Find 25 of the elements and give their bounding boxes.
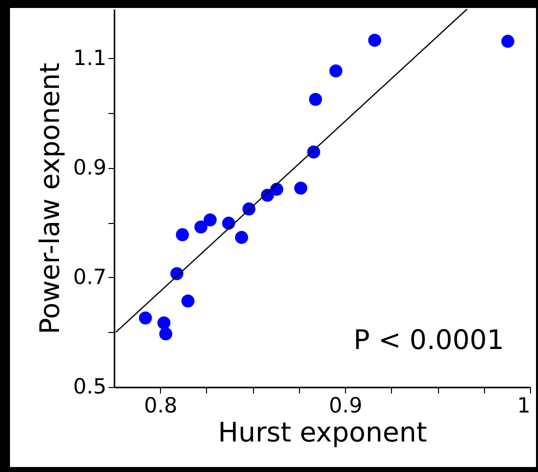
point	[329, 64, 342, 78]
point	[294, 182, 308, 195]
annotation: P < 0.0001	[353, 325, 504, 356]
x-tick-label: 0.8	[144, 394, 178, 418]
point	[501, 34, 514, 48]
y-tick-label: 0.9	[73, 155, 106, 180]
point	[157, 316, 170, 330]
point	[222, 216, 236, 230]
point	[368, 34, 382, 47]
y-tick-label: 0.5	[73, 374, 106, 398]
x-tick-label: 1	[517, 394, 530, 418]
point	[176, 228, 189, 242]
point	[138, 311, 152, 324]
point	[309, 92, 322, 106]
y-tick-label: 1.1	[73, 46, 106, 70]
x-tick-label: 0.9	[328, 394, 362, 418]
y-axis-title: Power-law exponent	[35, 62, 66, 334]
y-tick-label: 0.7	[73, 264, 106, 289]
point	[235, 230, 248, 244]
x-axis-title: Hurst exponent	[218, 418, 427, 448]
point	[181, 294, 194, 308]
point	[270, 182, 284, 196]
point	[204, 213, 217, 226]
point	[194, 220, 208, 234]
point	[159, 327, 172, 340]
